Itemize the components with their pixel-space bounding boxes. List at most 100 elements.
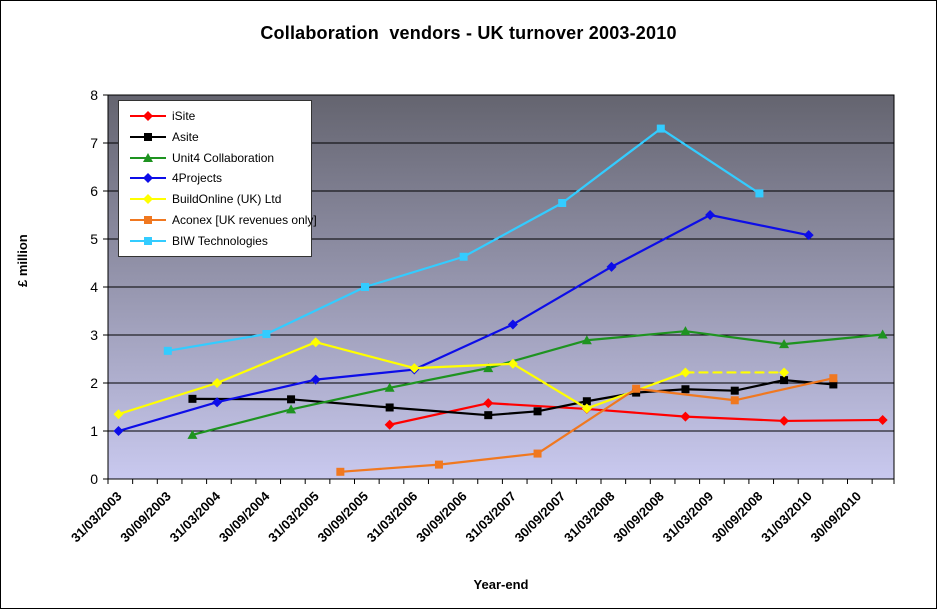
legend-marker	[144, 215, 152, 224]
data-point	[385, 403, 394, 412]
data-point	[144, 215, 152, 224]
legend-item: 4Projects	[129, 169, 311, 188]
data-point	[632, 384, 641, 393]
data-point	[287, 395, 296, 404]
legend-item: Asite	[129, 128, 311, 147]
x-tick-label: 31/03/2004	[167, 488, 224, 545]
legend-line-sample	[130, 133, 166, 142]
data-point	[533, 407, 542, 416]
data-point	[310, 374, 321, 385]
y-tick-label: 7	[90, 135, 98, 151]
x-tick-label: 31/03/2003	[68, 489, 125, 546]
x-tick-label: 31/03/2006	[364, 489, 421, 546]
data-point	[144, 236, 152, 245]
legend-label: Asite	[172, 130, 199, 145]
x-tick-label: 31/03/2007	[462, 489, 519, 546]
legend-line-sample	[130, 236, 166, 245]
data-point	[730, 396, 739, 405]
y-axis-tick-labels: 0 1 2 3 4 5 6 7 8	[90, 87, 98, 487]
series-aconex-uk-revenues-only-	[336, 374, 838, 476]
legend-item: Aconex [UK revenues only]	[129, 210, 317, 229]
data-point	[143, 152, 153, 162]
legend-label: Aconex [UK revenues only]	[172, 212, 317, 227]
axis-ticks	[103, 94, 895, 484]
x-axis-tick-labels: 31/03/200330/09/200331/03/200430/09/2004…	[68, 488, 864, 545]
x-tick-label: 31/03/2008	[561, 489, 618, 546]
y-tick-label: 2	[90, 375, 98, 391]
legend-item: BuildOnline (UK) Ltd	[129, 190, 311, 209]
data-point	[877, 329, 888, 339]
data-point	[803, 230, 814, 241]
legend-item: Unit4 Collaboration	[129, 148, 311, 167]
legend-label: BIW Technologies	[172, 233, 268, 248]
x-axis-title: Year-end	[473, 577, 529, 592]
y-tick-label: 5	[90, 231, 98, 247]
x-tick-label: 31/03/2010	[758, 489, 815, 546]
x-tick-label: 30/09/2010	[807, 489, 864, 546]
data-point	[656, 124, 665, 133]
data-point	[582, 397, 591, 406]
series-4projects	[113, 210, 814, 436]
data-point	[606, 261, 617, 272]
data-point	[459, 252, 468, 261]
data-point	[779, 339, 790, 349]
legend-marker	[143, 111, 153, 122]
x-tick-label: 30/09/2003	[117, 489, 174, 546]
legend-label: iSite	[172, 109, 196, 124]
data-point	[558, 199, 567, 207]
legend-line-sample	[130, 173, 166, 184]
data-point	[286, 404, 297, 414]
legend: iSite Asite Unit4 Collaboration 4Projects Bu…	[118, 100, 317, 257]
y-tick-label: 6	[90, 183, 98, 199]
legend-marker	[144, 133, 152, 142]
legend-item: BIW Technologies	[129, 231, 311, 250]
y-tick-label: 0	[90, 471, 98, 487]
data-point	[187, 429, 198, 439]
legend-marker	[143, 173, 153, 184]
series-buildonline-uk-ltd	[113, 337, 790, 420]
series-line	[191, 330, 884, 436]
y-tick-label: 3	[90, 327, 98, 343]
x-tick-label: 30/09/2007	[512, 489, 569, 546]
legend-line-sample	[130, 111, 166, 122]
legend-line-sample	[130, 152, 166, 162]
series-line	[117, 213, 810, 433]
data-point	[143, 194, 153, 205]
data-point	[483, 363, 494, 373]
legend-label: BuildOnline (UK) Ltd	[172, 192, 282, 207]
data-point	[434, 460, 443, 469]
legend-marker	[143, 194, 153, 205]
data-point	[212, 378, 223, 388]
data-point	[755, 189, 764, 198]
data-point	[705, 210, 716, 220]
data-point	[779, 415, 790, 426]
x-tick-label: 30/09/2008	[709, 489, 766, 546]
x-tick-label: 30/09/2006	[413, 489, 470, 546]
x-tick-label: 30/09/2005	[314, 489, 371, 546]
legend-label: 4Projects	[172, 171, 223, 186]
chart-title: Collaboration vendors - UK turnover 2003…	[260, 23, 677, 43]
legend-line-sample	[130, 215, 166, 224]
data-point	[680, 411, 691, 422]
data-point	[877, 414, 888, 425]
x-tick-label: 31/03/2005	[265, 489, 322, 546]
data-point	[384, 419, 395, 430]
series-asite	[188, 376, 838, 420]
series-unit4-collaboration	[187, 326, 888, 439]
data-point	[507, 319, 518, 330]
series-line	[339, 377, 835, 473]
series-biw-technologies	[163, 124, 764, 355]
x-tick-label: 31/03/2009	[660, 489, 717, 546]
data-point	[336, 467, 345, 476]
data-point	[681, 385, 690, 394]
legend-line-sample	[130, 194, 166, 205]
data-point	[262, 330, 271, 339]
data-point	[680, 326, 691, 336]
series-isite	[384, 398, 888, 430]
data-point	[483, 398, 494, 409]
data-point	[143, 173, 153, 184]
data-point	[581, 403, 592, 414]
data-point	[384, 382, 395, 392]
